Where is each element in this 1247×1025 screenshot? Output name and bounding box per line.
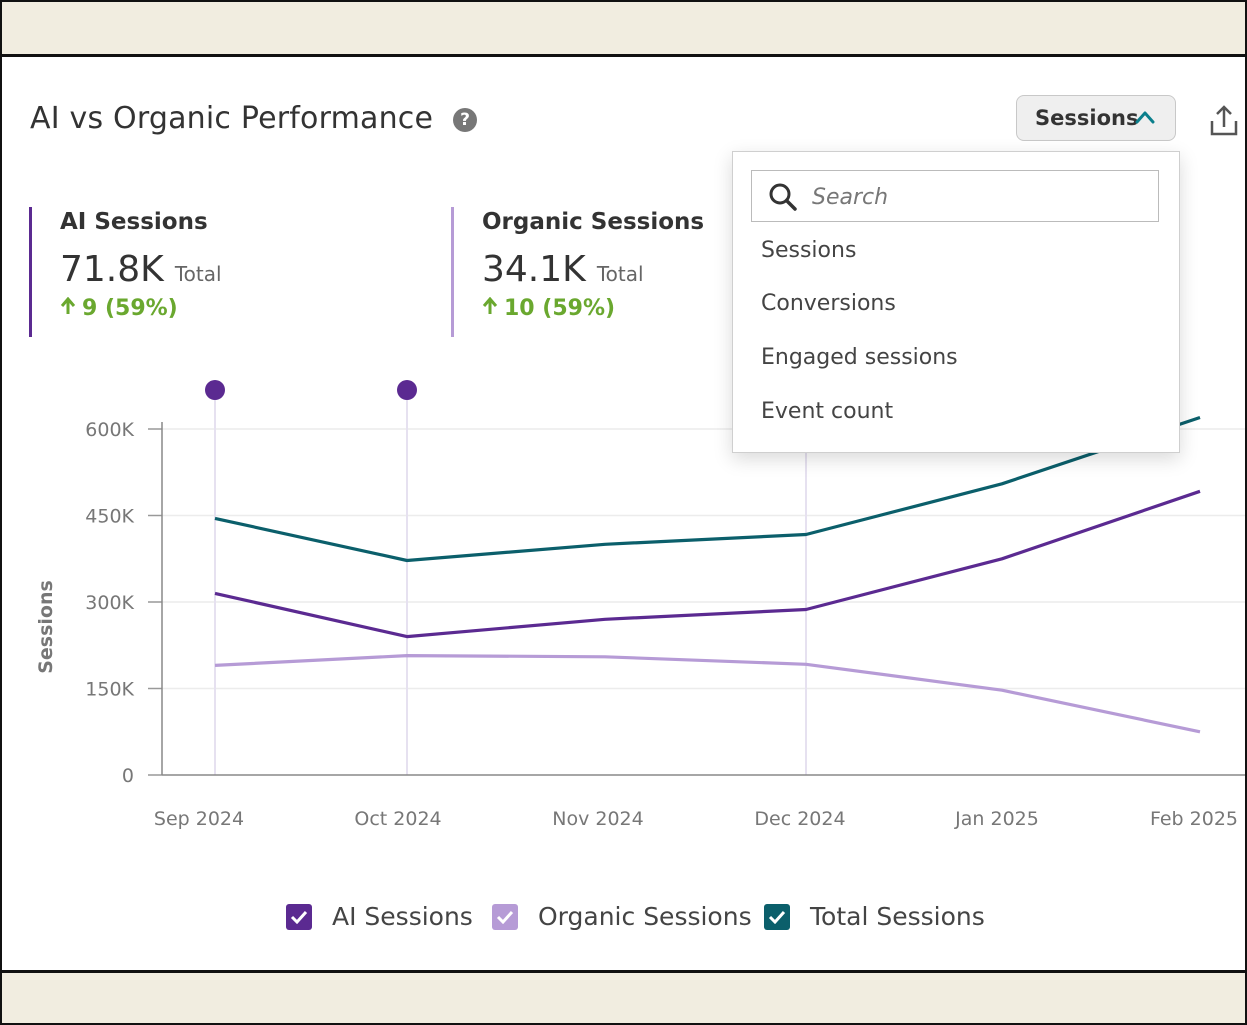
legend-item-total[interactable]: Total Sessions <box>764 902 985 931</box>
kpi-change: 9 (59%) <box>60 296 222 321</box>
y-axis-title: Sessions <box>35 580 57 674</box>
page-title: AI vs Organic Performance <box>30 101 434 136</box>
metric-select-button[interactable]: Sessions <box>1016 95 1176 141</box>
checkbox-checked-icon[interactable] <box>286 903 312 930</box>
menu-item-conversions[interactable]: Conversions <box>761 291 896 316</box>
kpi-ai-sessions: AI Sessions 71.8K Total 9 (59%) <box>29 207 222 337</box>
annotation-marker <box>397 380 417 400</box>
series-line-organic-sessions <box>214 653 1201 734</box>
kpi-organic-sessions: Organic Sessions 34.1K Total 10 (59%) <box>451 207 704 337</box>
legend-label: Organic Sessions <box>538 902 752 931</box>
kpi-value: 34.1K <box>482 249 586 290</box>
help-icon[interactable]: ? <box>453 108 477 132</box>
series-line-total-sessions <box>214 415 1201 563</box>
x-tick-label: Dec 2024 <box>754 808 845 830</box>
legend-label: AI Sessions <box>332 902 473 931</box>
x-tick-label: Sep 2024 <box>154 808 244 830</box>
annotation-marker <box>205 380 225 400</box>
kpi-change-value: 10 (59%) <box>504 296 616 321</box>
menu-item-event-count[interactable]: Event count <box>761 399 894 424</box>
kpi-change-value: 9 (59%) <box>82 296 178 321</box>
y-tick-label: 450K <box>85 506 134 528</box>
checkbox-checked-icon[interactable] <box>764 903 790 930</box>
checkbox-checked-icon[interactable] <box>492 903 518 930</box>
y-tick-label: 300K <box>85 592 134 614</box>
menu-item-sessions[interactable]: Sessions <box>761 238 857 263</box>
search-box[interactable] <box>751 170 1159 222</box>
search-input[interactable] <box>810 179 1144 215</box>
kpi-value: 71.8K <box>60 249 164 290</box>
kpi-total-label: Total <box>596 262 644 286</box>
arrow-up-icon <box>60 296 76 321</box>
arrow-up-icon <box>482 296 498 321</box>
series-line-ai-sessions <box>214 489 1201 639</box>
legend-item-ai[interactable]: AI Sessions <box>286 902 473 931</box>
x-tick-label: Feb 2025 <box>1150 808 1238 830</box>
chevron-up-icon <box>1135 111 1155 124</box>
metric-select-label: Sessions <box>1035 106 1139 130</box>
legend-label: Total Sessions <box>810 902 985 931</box>
share-icon[interactable] <box>1208 103 1240 139</box>
x-tick-label: Jan 2025 <box>954 808 1039 830</box>
kpi-total-label: Total <box>174 262 222 286</box>
legend-item-organic[interactable]: Organic Sessions <box>492 902 752 931</box>
kpi-label: AI Sessions <box>60 209 208 235</box>
performance-card: AI vs Organic Performance ? Sessions AI … <box>2 54 1245 973</box>
y-tick-label: 150K <box>85 679 134 701</box>
x-tick-label: Oct 2024 <box>354 808 441 830</box>
kpi-label: Organic Sessions <box>482 209 705 235</box>
menu-item-engaged-sessions[interactable]: Engaged sessions <box>761 345 958 370</box>
search-icon <box>769 183 797 211</box>
y-tick-label: 600K <box>85 419 134 441</box>
kpi-change: 10 (59%) <box>482 296 704 321</box>
y-tick-label: 0 <box>122 765 134 787</box>
x-tick-label: Nov 2024 <box>552 808 643 830</box>
metric-dropdown-menu: Sessions Conversions Engaged sessions Ev… <box>732 151 1180 453</box>
